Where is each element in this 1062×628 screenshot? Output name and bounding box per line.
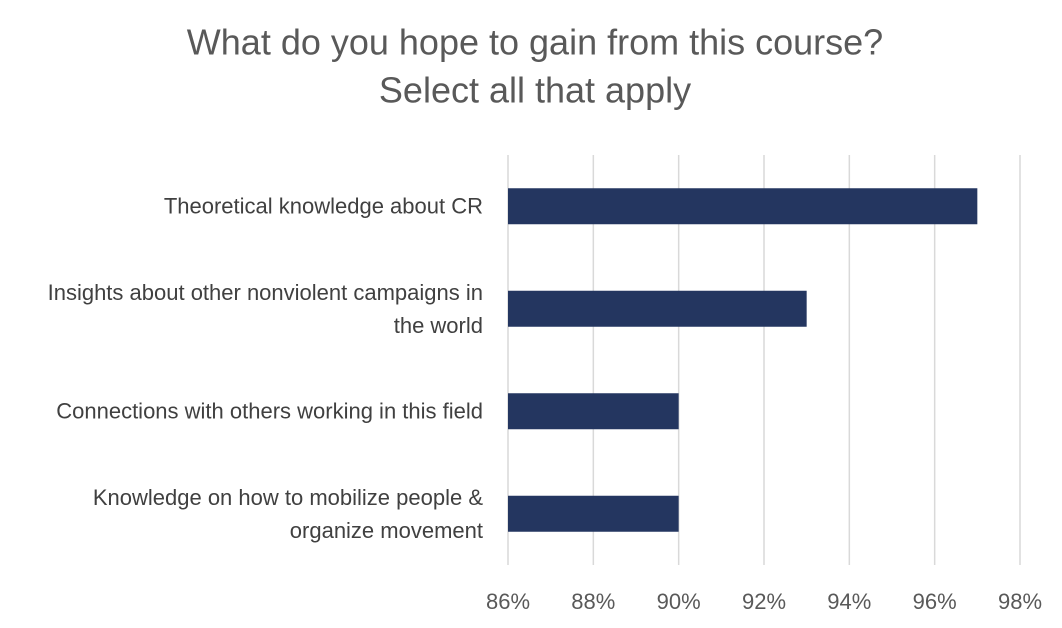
x-tick-label: 92% (742, 589, 786, 614)
x-tick-label: 86% (486, 589, 530, 614)
x-tick-label: 96% (913, 589, 957, 614)
y-tick-label: Theoretical knowledge about CR (163, 193, 483, 219)
bar (508, 290, 807, 327)
y-tick-label: Knowledge on how to mobilize people & or… (92, 484, 483, 543)
x-tick-label: 98% (998, 589, 1042, 614)
chart-title: Select all that apply (379, 70, 691, 111)
x-tick-label: 90% (657, 589, 701, 614)
x-tick-label: 94% (827, 589, 871, 614)
y-tick-label: Insights about other nonviolent campaign… (47, 279, 483, 338)
bar (508, 495, 679, 532)
x-tick-label: 88% (571, 589, 615, 614)
bar (508, 393, 679, 430)
y-tick-label: Connections with others working in this … (56, 398, 483, 424)
chart-title: What do you hope to gain from this cours… (187, 22, 883, 63)
bar (508, 188, 978, 225)
